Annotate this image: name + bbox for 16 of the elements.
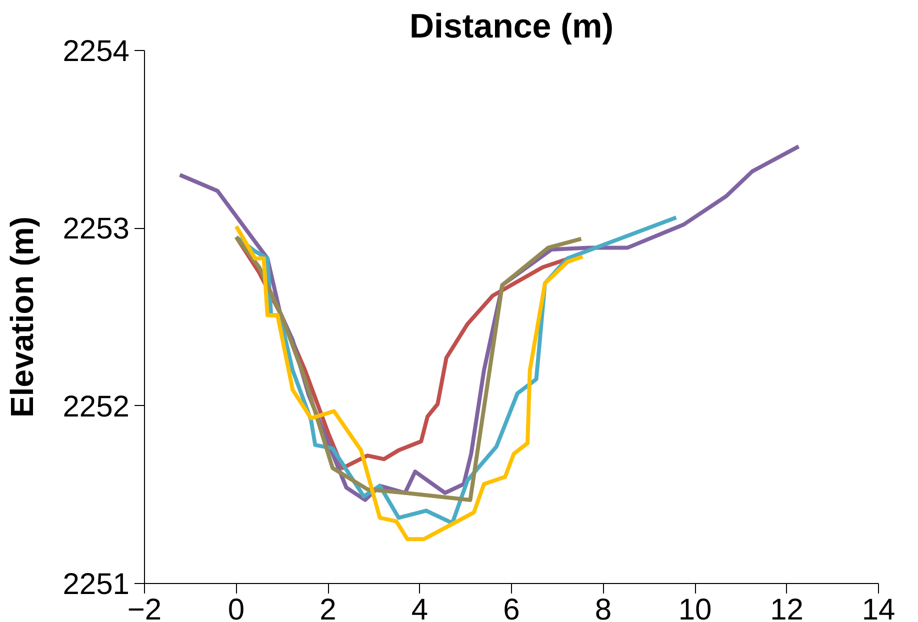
y-tick-label: 2251 (62, 568, 130, 601)
x-tick-label: 8 (594, 594, 612, 622)
y-tick-label: 2253 (62, 212, 130, 246)
x-tick-label: 0 (228, 594, 245, 622)
x-tick-label: 12 (770, 594, 804, 622)
line-series (234, 224, 585, 542)
y-axis-title: Elevation (m) (4, 216, 40, 418)
x-tick-label: 10 (678, 594, 712, 622)
y-tick-label: 2254 (62, 35, 130, 68)
x-tick-label: −2 (127, 594, 162, 622)
x-axis-title: Distance (m) (409, 8, 614, 46)
x-tick-label: 6 (503, 594, 520, 622)
x-tick-label: 2 (320, 594, 336, 622)
x-tick-label: 4 (411, 594, 428, 622)
y-tick-label: 2252 (62, 390, 130, 424)
x-tick-label: 14 (862, 594, 896, 622)
